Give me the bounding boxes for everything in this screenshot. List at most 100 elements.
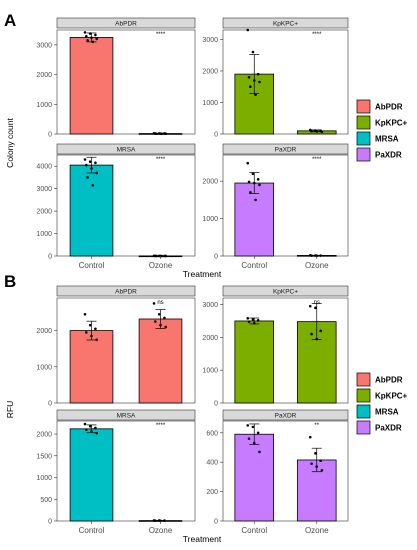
- x-tick-label: Ozone: [149, 261, 173, 270]
- data-point: [95, 338, 98, 341]
- facet-strip: [222, 143, 349, 155]
- y-tick-label: 0: [214, 254, 218, 261]
- bar: [234, 320, 275, 404]
- data-point: [159, 323, 162, 327]
- plot-border: [222, 29, 349, 135]
- data-point: [247, 75, 251, 79]
- x-tick-label: Control: [241, 526, 267, 535]
- y-tick-label: 2000: [202, 179, 218, 186]
- data-point: [88, 323, 92, 327]
- facet-abpdr: AbPDR 0 1000 2000 ns: [36, 285, 196, 408]
- plot-border: [222, 297, 349, 404]
- y-tick-label: 0: [214, 519, 218, 526]
- facet-strip: [56, 17, 196, 29]
- data-point: [315, 130, 319, 133]
- bar: [138, 318, 183, 404]
- facet-strip: [222, 409, 349, 421]
- data-point: [315, 465, 319, 468]
- data-point: [251, 425, 255, 429]
- data-point: [249, 85, 252, 89]
- legend-swatch: [356, 147, 371, 162]
- y-tick-label: 3000: [36, 42, 52, 49]
- data-point: [160, 132, 164, 136]
- y-tick-label: 0: [48, 401, 52, 408]
- significance-label: **: [314, 423, 319, 429]
- y-tick-label: 1500: [36, 453, 52, 460]
- facet-strip: [56, 285, 196, 297]
- x-tick-label: Control: [79, 526, 105, 535]
- y-tick-label: 2000: [202, 335, 218, 342]
- bar: [69, 330, 114, 404]
- data-point: [251, 172, 255, 176]
- data-point: [319, 329, 322, 333]
- data-point: [310, 254, 313, 257]
- y-tick-label: 3000: [202, 302, 218, 309]
- data-point: [90, 334, 93, 338]
- legend-swatch: [356, 99, 371, 114]
- plot-border: [56, 154, 196, 257]
- data-point: [252, 79, 256, 82]
- data-point: [246, 28, 250, 32]
- y-tick-label: 4000: [36, 164, 52, 171]
- legend-label: PaXDR: [375, 424, 402, 433]
- plot-border: [56, 420, 196, 522]
- plot-border: [222, 420, 349, 522]
- data-point: [163, 316, 166, 320]
- y-tick-label: 600: [206, 430, 218, 437]
- panel-letter: A: [4, 11, 16, 30]
- data-point: [83, 422, 87, 426]
- facet-title: PaXDR: [275, 147, 297, 154]
- data-point: [252, 321, 256, 325]
- data-point: [310, 462, 313, 465]
- bar: [234, 433, 275, 522]
- data-point: [314, 452, 317, 455]
- data-point: [164, 254, 167, 258]
- data-point: [251, 50, 255, 54]
- y-tick-label: 3000: [36, 186, 52, 193]
- plot-border: [222, 154, 349, 257]
- data-point: [258, 450, 261, 454]
- y-tick-label: 0: [214, 401, 218, 408]
- data-point: [315, 337, 319, 341]
- facet-title: KpKPC+: [273, 21, 298, 28]
- data-point: [94, 33, 97, 37]
- x-tick-label: Ozone: [149, 526, 173, 535]
- facet-title: AbPDR: [115, 21, 137, 28]
- data-point: [258, 80, 261, 84]
- data-point: [163, 519, 166, 522]
- data-point: [86, 176, 89, 179]
- legend-swatch: [356, 372, 371, 387]
- data-point: [157, 312, 161, 316]
- significance-label: ****: [156, 423, 166, 429]
- plot-border: [56, 29, 196, 135]
- facet-title: MRSA: [117, 147, 136, 154]
- data-point: [252, 441, 256, 445]
- significance-label: ****: [312, 157, 322, 163]
- data-point: [256, 319, 260, 322]
- y-tick-label: 400: [206, 460, 218, 467]
- legend-swatch: [356, 131, 371, 146]
- x-tick-label: Ozone: [305, 526, 329, 535]
- bar: [69, 164, 114, 257]
- plot-border: [56, 297, 196, 404]
- data-point: [314, 306, 317, 310]
- data-point: [86, 39, 89, 42]
- data-point: [246, 424, 250, 427]
- data-point: [251, 318, 255, 321]
- x-axis-title: Treatment: [183, 534, 222, 544]
- y-axis-title: Colony count: [5, 118, 15, 168]
- data-point: [258, 183, 261, 187]
- data-point: [85, 34, 88, 38]
- legend-swatch: [356, 404, 371, 419]
- data-point: [320, 468, 324, 472]
- legend-label: KpKPC+: [375, 392, 408, 401]
- panel-A: A AbPDR 0 1000 2000 3000 **** KpKPC+ 0 1000 2000 30…: [4, 11, 408, 279]
- y-axis-title: RFU: [5, 401, 15, 418]
- facet-mrsa: MRSA 0 1000 2000 3000 4000 **** Control Ozone: [36, 143, 196, 270]
- y-tick-label: 1000: [36, 364, 52, 371]
- data-point: [246, 317, 250, 320]
- y-tick-label: 2000: [36, 72, 52, 79]
- x-tick-label: Control: [79, 261, 105, 270]
- facet-strip: [222, 17, 349, 29]
